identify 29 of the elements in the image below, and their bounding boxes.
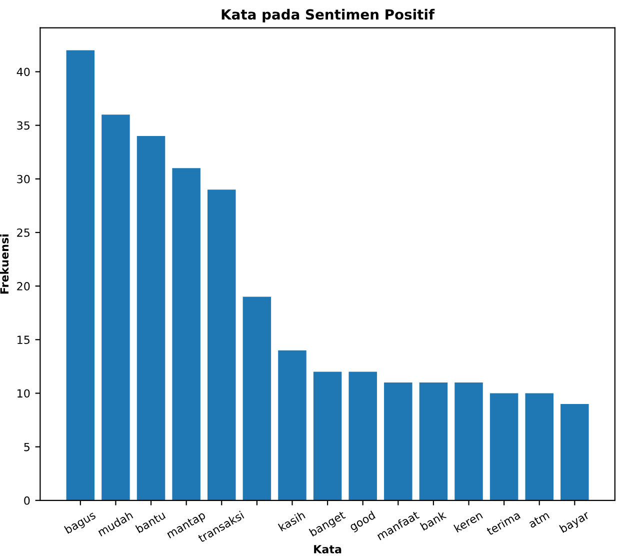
bar [172,168,200,500]
chart-title: Kata pada Sentimen Positif [222,8,435,22]
y-tick-label: 40 [16,68,30,76]
bar [102,114,130,500]
x-tick-label: atm [528,511,550,528]
bar [348,372,377,500]
bar [313,372,342,500]
y-axis-title: Frekuensi [0,234,9,294]
bar [66,50,95,500]
x-axis-title: Kata [314,545,342,554]
bar [454,382,483,500]
x-tick-label: bank [420,510,447,531]
bar [419,382,448,500]
bar [560,404,589,500]
y-tick-label: 5 [24,442,30,452]
bar [525,393,554,500]
bar [136,136,166,500]
bar [242,296,272,500]
y-tick-label: 10 [18,389,30,398]
y-tick-label: 35 [17,121,30,130]
bar [278,350,306,500]
y-tick-label: 25 [17,228,30,237]
bar [384,382,412,500]
y-tick-label: 15 [18,336,30,344]
y-tick-label: 0 [24,496,30,505]
bar [490,393,518,500]
y-tick-label: 20 [17,282,30,290]
y-tick-label: 30 [17,174,30,184]
bar [208,190,236,500]
